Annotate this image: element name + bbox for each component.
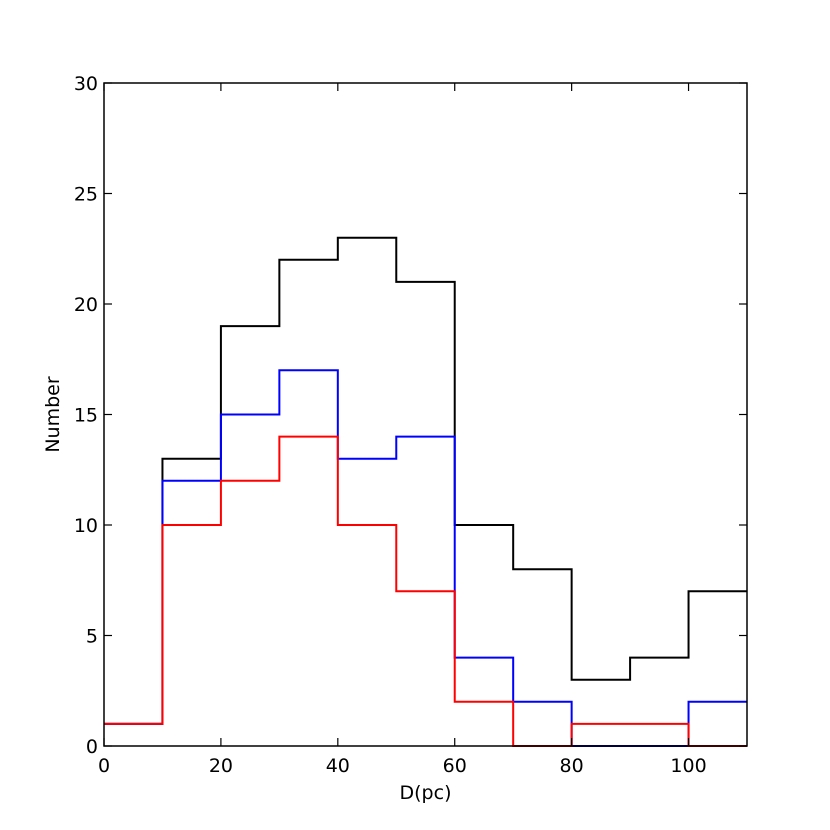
x-tick-label: 0: [98, 755, 110, 777]
y-tick-label: 30: [74, 73, 98, 95]
y-axis-label: Number: [42, 376, 64, 453]
plot-frame: [103, 82, 748, 747]
histogram-series-3: [104, 435, 747, 747]
y-tick-label: 10: [74, 515, 98, 537]
x-tick-label: 20: [209, 755, 233, 777]
x-tick-label: 40: [326, 755, 350, 777]
histogram-series-1: [104, 236, 747, 725]
x-tick-label: 80: [560, 755, 584, 777]
y-tick-label: 20: [74, 294, 98, 316]
y-tick-label: 25: [74, 184, 98, 206]
y-tick-label: 0: [86, 736, 98, 758]
tick-layer: 0 20 40 60 80 100 0 5 10 15 20 25 30: [74, 73, 747, 777]
x-axis-label: D(pc): [400, 782, 452, 804]
x-tick-label: 60: [443, 755, 467, 777]
y-tick-label: 15: [74, 405, 98, 427]
y-tick-label: 5: [86, 626, 98, 648]
x-tick-label: 100: [670, 755, 706, 777]
